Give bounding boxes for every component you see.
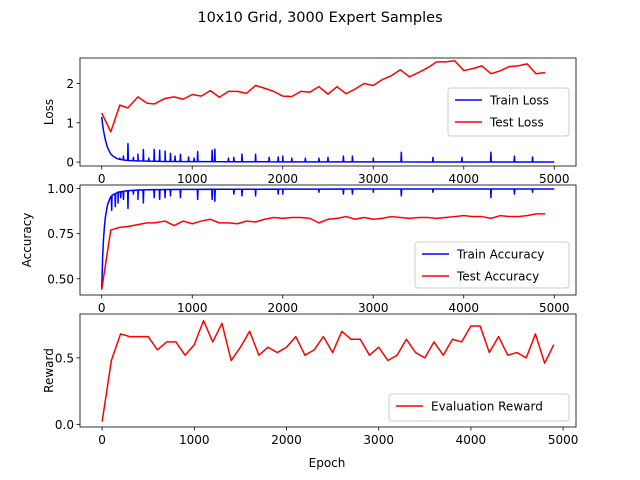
x-tick-label: 4000 [456, 433, 487, 447]
legend-box [388, 393, 570, 422]
accuracy-axes-frame [79, 184, 577, 296]
legend-label: Train Loss [489, 94, 549, 108]
accuracy-legend: Train Accuracy Test Accuracy [414, 241, 570, 289]
accuracy-series-group [100, 188, 555, 290]
reward-xlabel: Epoch [309, 456, 346, 470]
x-tick-label: 5000 [548, 433, 579, 447]
test-accuracy-line [100, 213, 546, 290]
x-tick-label: 0 [98, 301, 106, 315]
x-tick-label: 2000 [267, 301, 298, 315]
x-tick-label: 3000 [358, 301, 389, 315]
loss-legend: Train Loss Test Loss [447, 87, 570, 137]
test-loss-line [101, 60, 546, 133]
reward-ylabel: Reward [42, 348, 56, 393]
y-tick-label: 0.0 [55, 418, 74, 432]
x-tick-label: 5000 [539, 172, 570, 186]
legend-box [414, 241, 570, 289]
accuracy-ylabel: Accuracy [20, 213, 34, 268]
x-tick-label: 0 [98, 433, 106, 447]
x-tick-label: 4000 [448, 172, 479, 186]
loss-ylabel: Loss [42, 99, 56, 125]
x-tick-label: 1000 [177, 172, 208, 186]
train-loss-line [100, 116, 555, 163]
y-tick-label: 0.5 [55, 351, 74, 365]
loss-panel: 0 1000 2000 3000 4000 5000 0 1 2 Loss Train Loss Te… [42, 57, 577, 186]
train-accuracy-line [100, 188, 555, 290]
x-tick-label: 0 [98, 172, 106, 186]
figure-title: 10x10 Grid, 3000 Expert Samples [197, 10, 442, 26]
y-tick-label: 0.50 [47, 272, 74, 286]
x-tick-label: 4000 [448, 301, 479, 315]
y-tick-label: 1.00 [47, 182, 74, 196]
legend-label: Test Loss [489, 116, 544, 130]
loss-series-group [100, 60, 555, 163]
x-tick-label: 5000 [539, 301, 570, 315]
x-tick-label: 3000 [363, 433, 394, 447]
y-tick-label: 0 [66, 156, 74, 170]
x-tick-label: 1000 [179, 433, 210, 447]
loss-axes-frame [79, 57, 577, 167]
accuracy-panel: 0 1000 2000 3000 4000 5000 0.50 0.75 1.00 Accurac… [20, 182, 577, 315]
evaluation-reward-line [101, 319, 555, 422]
y-tick-label: 1 [66, 116, 74, 130]
x-tick-label: 2000 [271, 433, 302, 447]
subplots: 0 1000 2000 3000 4000 5000 0 1 2 Loss Train Loss Te… [20, 57, 579, 470]
legend-label: Evaluation Reward [431, 400, 543, 414]
x-tick-label: 1000 [177, 301, 208, 315]
reward-series-group [101, 319, 555, 422]
x-tick-label: 3000 [358, 172, 389, 186]
reward-axes-frame [79, 313, 577, 428]
x-tick-label: 2000 [267, 172, 298, 186]
y-tick-label: 0.75 [47, 227, 74, 241]
reward-legend: Evaluation Reward [388, 393, 570, 422]
y-tick-label: 2 [66, 77, 74, 91]
legend-label: Test Accuracy [456, 270, 539, 284]
legend-label: Train Accuracy [456, 248, 544, 262]
